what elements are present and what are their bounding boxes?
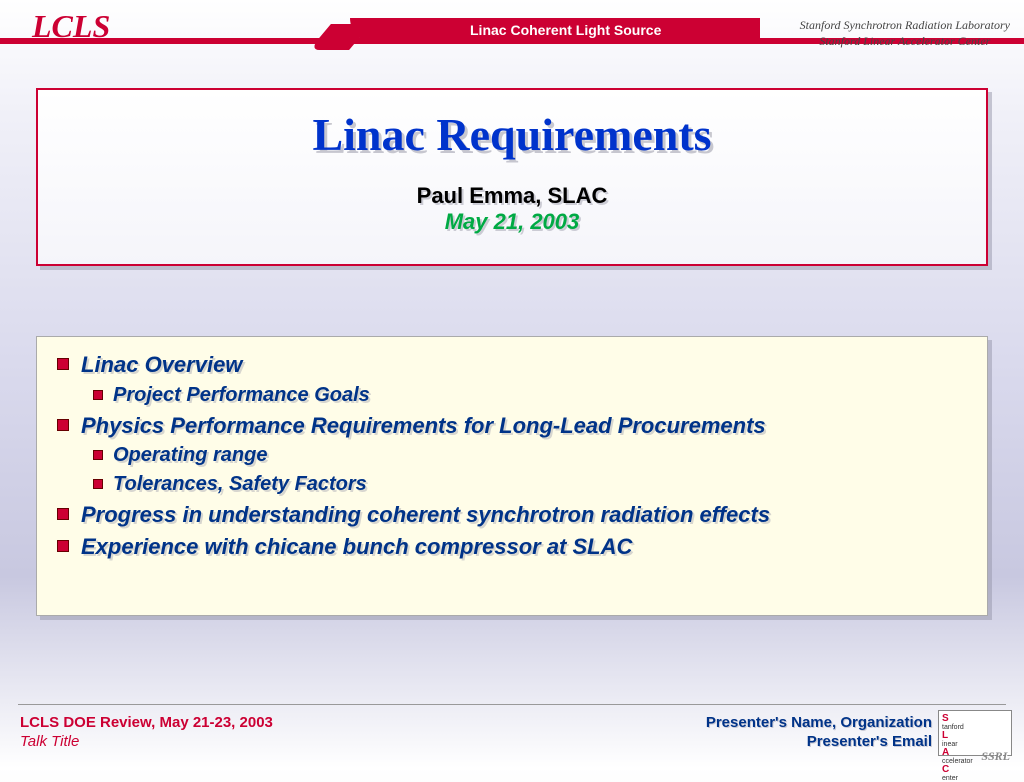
bullet-icon bbox=[57, 540, 69, 552]
list-item: Project Performance Goals bbox=[93, 383, 967, 408]
bullet-icon bbox=[93, 390, 103, 400]
header-lab-info: Stanford Synchrotron Radiation Laborator… bbox=[800, 18, 1010, 49]
bullet-icon bbox=[57, 358, 69, 370]
list-item-text: Experience with chicane bunch compressor… bbox=[81, 533, 632, 561]
ssrl-label: SSRL bbox=[981, 749, 1010, 764]
list-item-text: Operating range bbox=[113, 443, 267, 468]
footer-email: Presenter's Email bbox=[706, 733, 932, 750]
list-item: Experience with chicane bunch compressor… bbox=[57, 533, 967, 561]
list-item-text: Linac Overview bbox=[81, 351, 242, 379]
title-box: Linac Requirements Paul Emma, SLAC May 2… bbox=[36, 88, 988, 266]
footer-talk-title: Talk Title bbox=[20, 733, 273, 750]
bullet-icon bbox=[57, 419, 69, 431]
footer-presenter: Presenter's Name, Organization bbox=[706, 714, 932, 731]
bullet-icon bbox=[93, 450, 103, 460]
lab-line2: Stanford Linear Accelerator Center bbox=[800, 34, 1010, 50]
list-item-text: Progress in understanding coherent synch… bbox=[81, 501, 770, 529]
list-item: Linac Overview bbox=[57, 351, 967, 379]
lab-line1: Stanford Synchrotron Radiation Laborator… bbox=[800, 18, 1010, 34]
footer-review: LCLS DOE Review, May 21-23, 2003 bbox=[20, 714, 273, 731]
list-item: Tolerances, Safety Factors bbox=[93, 472, 967, 497]
header: LCLS Linac Coherent Light Source Stanfor… bbox=[0, 0, 1024, 55]
list-item: Progress in understanding coherent synch… bbox=[57, 501, 967, 529]
list-item: Physics Performance Requirements for Lon… bbox=[57, 412, 967, 440]
list-item-text: Physics Performance Requirements for Lon… bbox=[81, 412, 766, 440]
list-item-text: Project Performance Goals bbox=[113, 383, 370, 408]
bullet-icon bbox=[57, 508, 69, 520]
author: Paul Emma, SLAC bbox=[38, 183, 986, 209]
footer: LCLS DOE Review, May 21-23, 2003 Talk Ti… bbox=[0, 700, 1024, 768]
date: May 21, 2003 bbox=[38, 209, 986, 235]
list-item-text: Tolerances, Safety Factors bbox=[113, 472, 367, 497]
footer-right: Presenter's Name, Organization Presenter… bbox=[706, 714, 932, 750]
content-box: Linac Overview Project Performance Goals P… bbox=[36, 336, 988, 616]
list-item: Operating range bbox=[93, 443, 967, 468]
main-title: Linac Requirements bbox=[38, 108, 986, 161]
footer-left: LCLS DOE Review, May 21-23, 2003 Talk Ti… bbox=[20, 714, 273, 750]
bullet-icon bbox=[93, 479, 103, 489]
footer-divider bbox=[18, 704, 1006, 705]
swoosh-text: Linac Coherent Light Source bbox=[470, 22, 661, 38]
